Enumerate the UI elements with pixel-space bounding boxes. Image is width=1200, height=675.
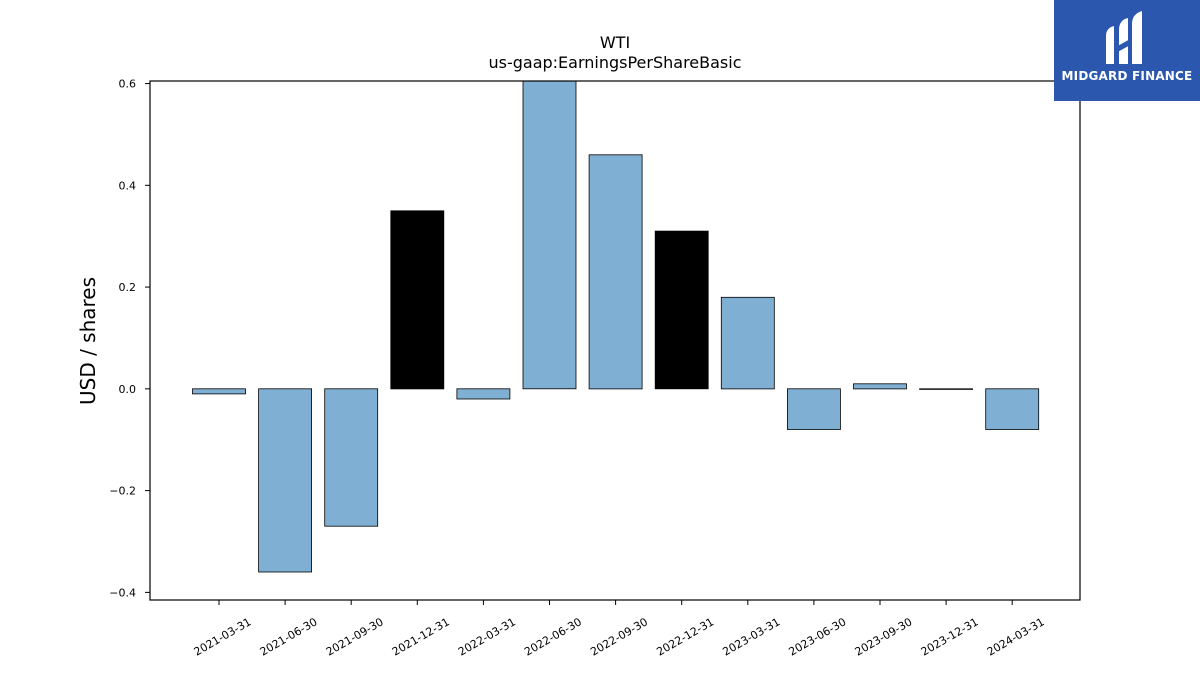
- y-tick-label: −0.2: [109, 485, 136, 498]
- x-tick-label: 2021-12-31: [390, 615, 452, 658]
- y-tick-label: 0.6: [119, 78, 137, 91]
- bar-2023-09-30: [853, 383, 907, 390]
- logo-mark-icon: [1106, 11, 1142, 64]
- x-tick-label: 2021-06-30: [258, 615, 320, 658]
- y-tick-label: 0.4: [119, 179, 137, 192]
- y-axis: 0.6 0.4 0.2 0.0 −0.2 −0.4: [109, 78, 150, 599]
- x-tick-label: 2023-06-30: [787, 615, 849, 658]
- y-axis-label: USD / shares: [76, 277, 100, 405]
- y-tick-label: 0.2: [119, 281, 137, 294]
- bar-2021-06-30: [258, 388, 313, 573]
- midgard-finance-logo: MIDGARD FINANCE: [1054, 0, 1200, 101]
- bar-2023-12-31: [919, 388, 973, 390]
- x-tick-label: 2021-03-31: [192, 615, 254, 658]
- bar-2024-03-31: [985, 388, 1040, 430]
- x-tick-label: 2022-09-30: [588, 615, 650, 658]
- x-tick-label: 2022-12-31: [654, 615, 716, 658]
- bar-2023-06-30: [787, 388, 841, 430]
- bar-2023-03-31: [720, 296, 775, 390]
- x-axis: 2021-03-31 2021-06-30 2021-09-30 2021-12-31…: [192, 600, 1047, 659]
- bar-2021-09-30: [324, 388, 379, 527]
- x-tick-label: 2022-03-31: [456, 615, 518, 658]
- x-tick-label: 2023-03-31: [720, 615, 782, 658]
- chart-title: WTI: [600, 33, 630, 52]
- x-tick-label: 2021-09-30: [324, 615, 386, 658]
- bar-2022-09-30: [588, 154, 643, 390]
- bars-group: [192, 80, 1040, 573]
- chart-subtitle: us-gaap:EarningsPerShareBasic: [488, 53, 741, 72]
- bar-2021-03-31: [192, 388, 246, 395]
- x-tick-label: 2024-03-31: [985, 615, 1047, 658]
- logo-text: MIDGARD FINANCE: [1061, 69, 1193, 83]
- x-tick-label: 2023-12-31: [919, 615, 981, 658]
- bar-2022-12-31: [654, 230, 709, 390]
- y-tick-label: −0.4: [109, 586, 136, 599]
- plot-frame: [149, 80, 1081, 601]
- x-tick-label: 2022-06-30: [522, 615, 584, 658]
- bar-2021-12-31: [390, 210, 445, 390]
- y-tick-label: 0.0: [119, 383, 137, 396]
- x-tick-label: 2023-09-30: [853, 615, 915, 658]
- bar-2022-03-31: [456, 388, 511, 400]
- bar-2022-06-30: [522, 80, 577, 390]
